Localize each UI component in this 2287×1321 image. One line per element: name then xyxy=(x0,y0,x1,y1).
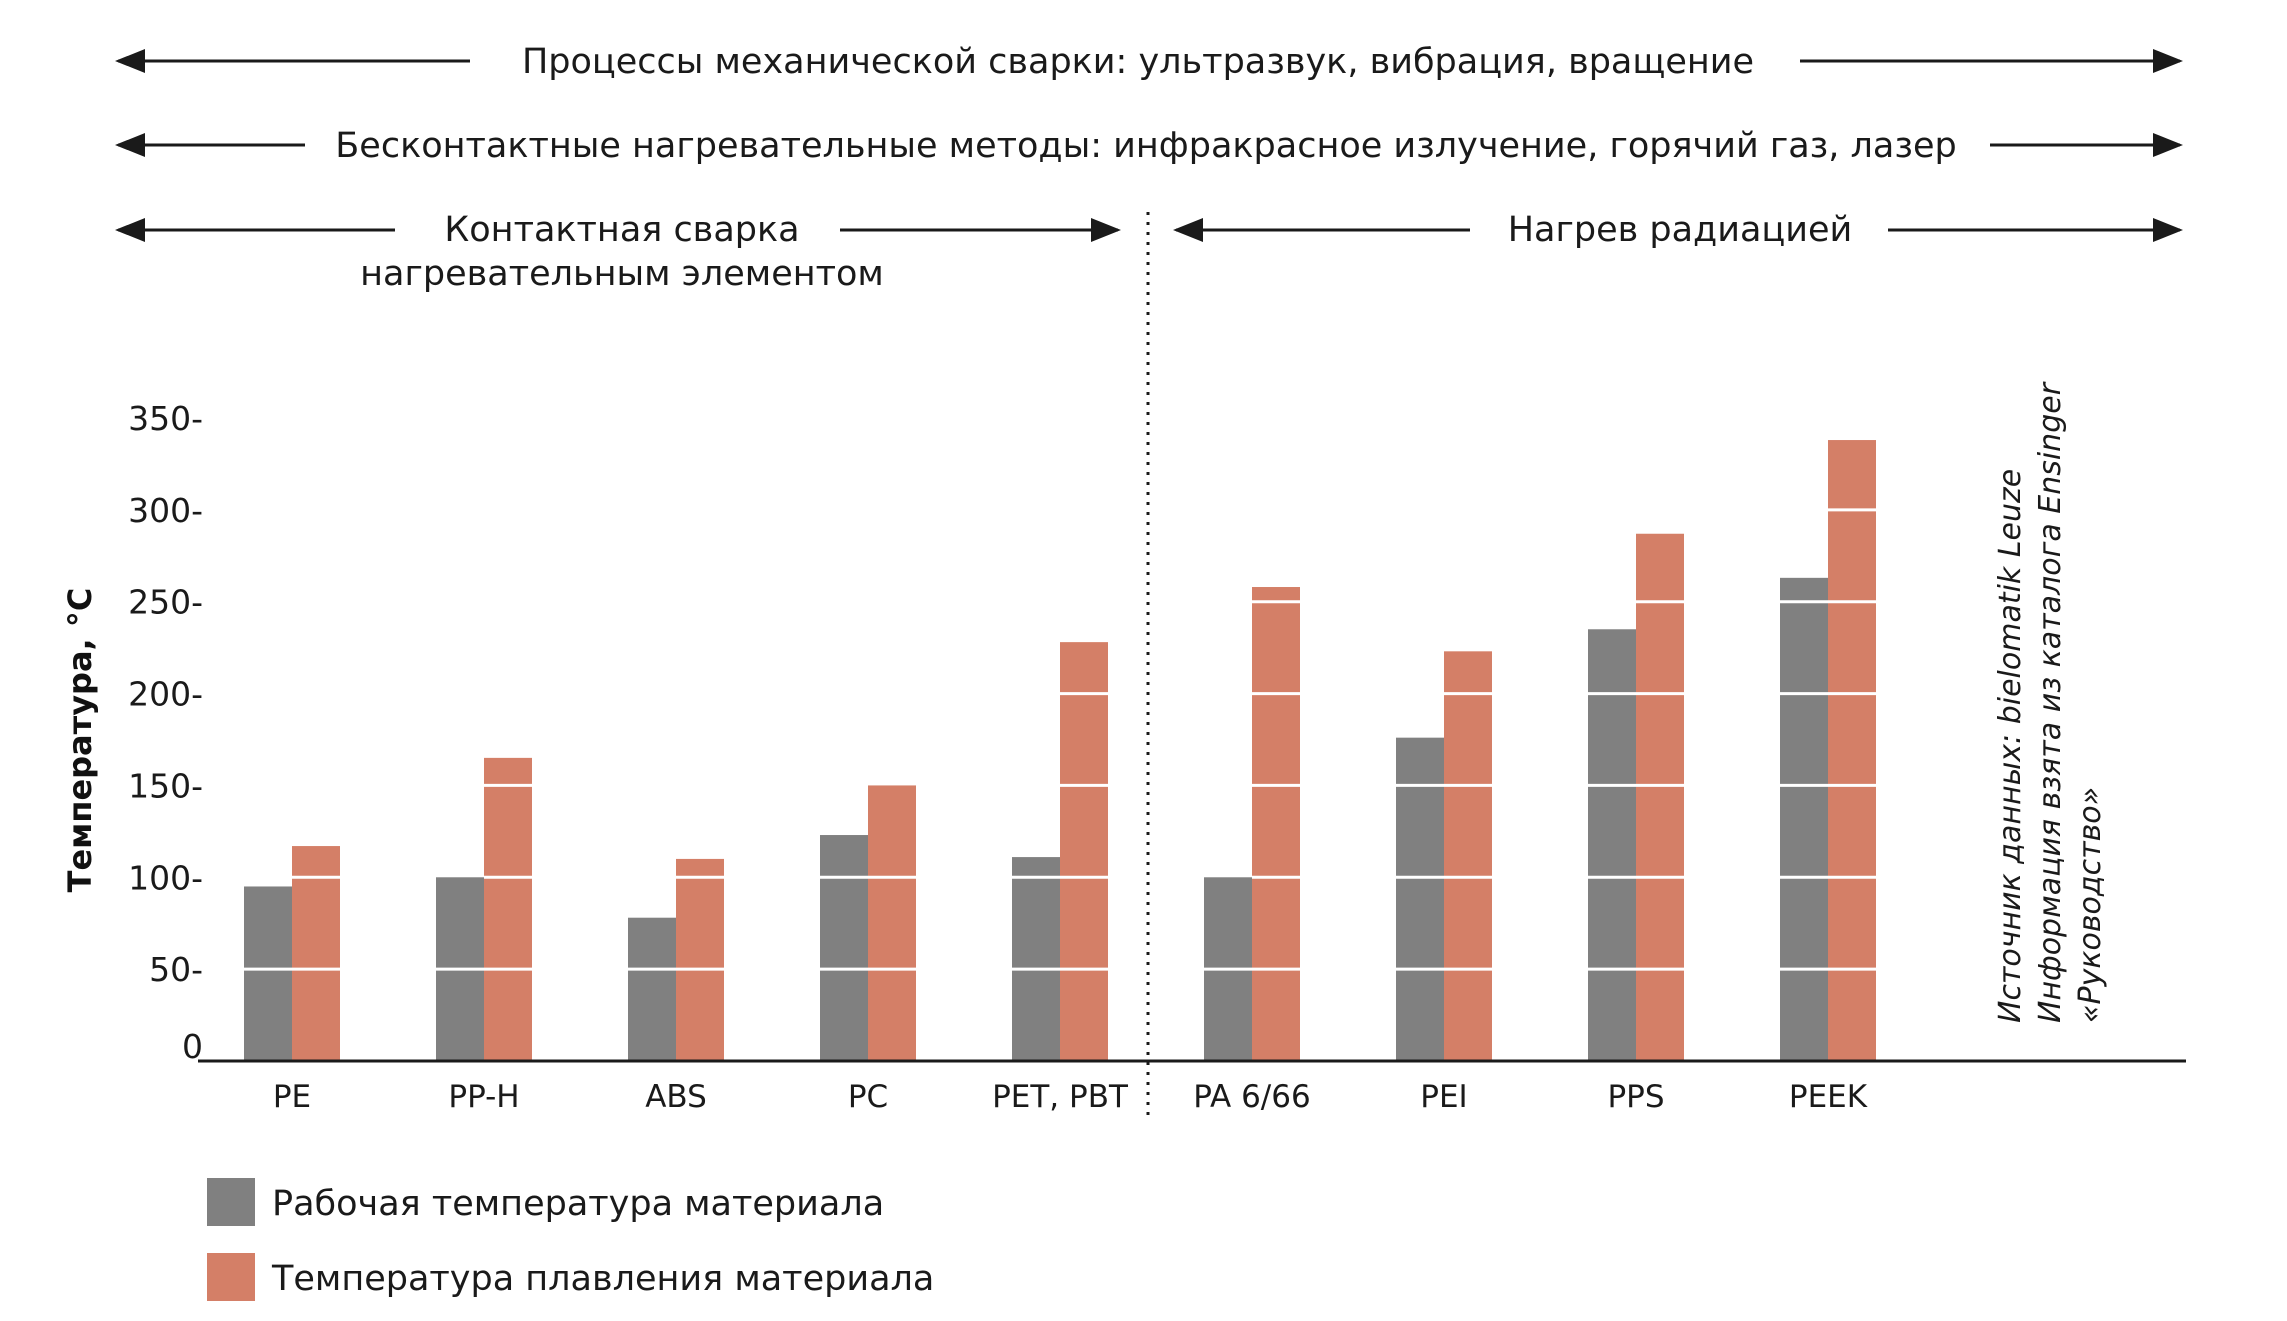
bar-working-temp xyxy=(820,835,868,1061)
y-tick-label: 200- xyxy=(128,675,203,714)
bar-working-temp xyxy=(244,886,292,1061)
bar-melting-temp xyxy=(1252,587,1300,1061)
bar-series xyxy=(244,440,1876,1061)
bar-working-temp xyxy=(1012,857,1060,1061)
x-category-label: PE xyxy=(273,1079,311,1115)
contact-welding-label-line1: Контактная сварка xyxy=(444,210,799,250)
source-note: Источник данных: bielomatik Leuze Информ… xyxy=(1993,381,2108,1023)
x-category-label: PEI xyxy=(1420,1079,1467,1115)
bar-melting-temp xyxy=(1444,651,1492,1061)
bar-melting-temp xyxy=(1636,533,1684,1061)
source-note-line3: «Руководство» xyxy=(2073,787,2108,1023)
bar-melting-temp xyxy=(484,757,532,1061)
y-axis-ticks: 0 50- 100- 150- 200- 250- 300- 350- xyxy=(128,399,203,1066)
bar-working-temp xyxy=(1780,577,1828,1061)
x-category-label: ABS xyxy=(645,1079,707,1115)
x-category-label: PET, PBT xyxy=(992,1079,1129,1115)
legend-label-working-temp: Рабочая температура материала xyxy=(272,1184,884,1224)
x-axis-category-labels: PE PP-H ABS PC PET, PBT PA 6/66 PEI PPS PEEK xyxy=(273,1079,1868,1115)
legend-swatch-working-temp xyxy=(207,1178,255,1226)
y-tick-label: 150- xyxy=(128,766,203,805)
y-tick-label: 300- xyxy=(128,491,203,530)
x-category-label: PEEK xyxy=(1789,1079,1868,1115)
contact-welding-label-line2: нагревательным элементом xyxy=(360,254,884,294)
source-note-line1: Источник данных: bielomatik Leuze xyxy=(1993,469,2028,1023)
y-axis-label: Температура, °C xyxy=(61,588,99,893)
noncontact-heating-label: Бесконтактные нагревательные методы: инф… xyxy=(335,126,1956,166)
legend-label-melting-temp: Температура плавления материала xyxy=(271,1259,934,1299)
bar-working-temp xyxy=(1588,629,1636,1061)
legend-swatch-melting-temp xyxy=(207,1253,255,1301)
x-category-label: PA 6/66 xyxy=(1193,1079,1310,1115)
y-tick-label: 0 xyxy=(182,1027,203,1066)
radiation-heating-label: Нагрев радиацией xyxy=(1508,210,1853,250)
source-note-line2: Информация взята из каталога Ensinger xyxy=(2033,381,2068,1023)
y-tick-label: 50- xyxy=(149,950,203,989)
y-tick-label: 350- xyxy=(128,399,203,438)
bar-working-temp xyxy=(1396,737,1444,1061)
legend: Рабочая температура материала Температур… xyxy=(207,1178,934,1301)
bar-melting-temp xyxy=(676,858,724,1061)
y-tick-label: 100- xyxy=(128,858,203,897)
bar-melting-temp xyxy=(1060,642,1108,1061)
bar-melting-temp xyxy=(292,846,340,1061)
bar-working-temp xyxy=(628,917,676,1061)
bar-melting-temp xyxy=(1828,440,1876,1061)
mechanical-welding-label: Процессы механической сварки: ультразвук… xyxy=(522,42,1754,82)
process-ranges: Процессы механической сварки: ультразвук… xyxy=(115,42,2183,294)
x-category-label: PPS xyxy=(1607,1079,1664,1115)
x-category-label: PC xyxy=(848,1079,888,1115)
y-tick-label: 250- xyxy=(128,583,203,622)
x-category-label: PP-H xyxy=(448,1079,519,1115)
bar-melting-temp xyxy=(868,785,916,1061)
